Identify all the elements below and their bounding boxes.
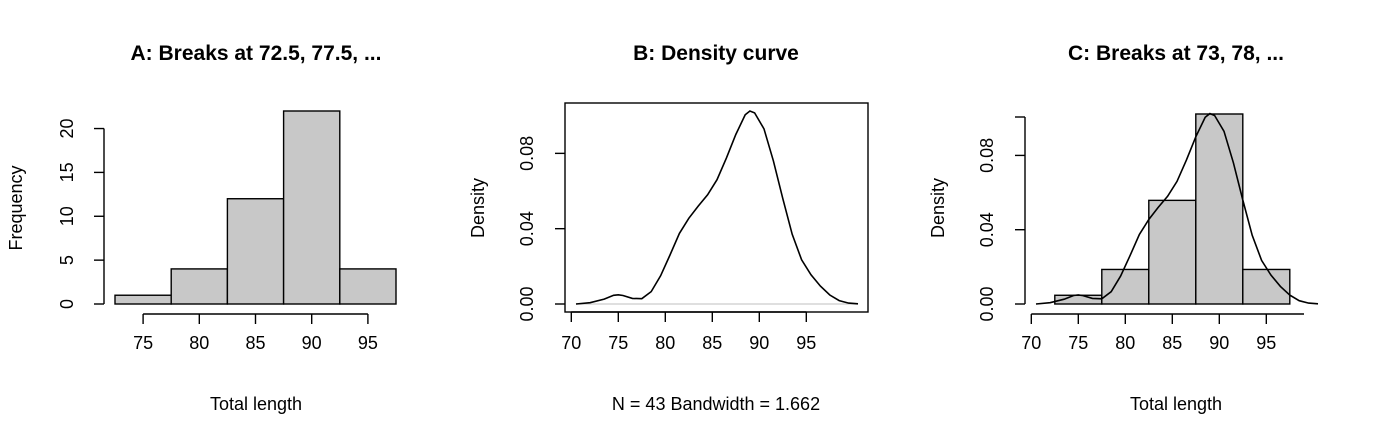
- x-tick-label: 85: [1162, 333, 1182, 353]
- x-tick-label: 70: [561, 333, 581, 353]
- histogram-bar: [1148, 199, 1197, 305]
- y-tick-label: 0.08: [517, 136, 537, 171]
- x-tick-label: 75: [133, 333, 153, 353]
- histogram-bar: [1242, 268, 1291, 305]
- panel-a-marks: 75 80 85 90 95 0 5 10 15 20: [57, 110, 397, 353]
- x-tick-label: 80: [655, 333, 675, 353]
- x-tick-label: 75: [608, 333, 628, 353]
- x-tick-label: 70: [1021, 333, 1041, 353]
- histogram-bar: [282, 110, 341, 305]
- y-tick-label: 0: [57, 299, 77, 309]
- plot-frame: [564, 102, 869, 313]
- y-tick-label: 20: [57, 119, 77, 139]
- y-tick-label: 15: [57, 162, 77, 182]
- histogram-bar: [226, 198, 285, 305]
- panel-a-xlabel: Total length: [210, 394, 302, 414]
- panel-c-title: C: Breaks at 73, 78, ...: [1068, 42, 1284, 65]
- panel-b: B: Density curve N = 43 Bandwidth = 1.66…: [468, 42, 869, 414]
- x-tick-label: 80: [1115, 333, 1135, 353]
- x-tick-label: 75: [1068, 333, 1088, 353]
- histogram-bar: [339, 268, 397, 305]
- panel-b-marks: 70 75 80 85 90 95 0.00 0.04 0.08: [517, 102, 869, 353]
- histogram-bar: [1195, 113, 1244, 305]
- y-tick-label: 0.08: [977, 138, 997, 173]
- x-tick-label: 95: [358, 333, 378, 353]
- y-tick-label: 0.04: [977, 212, 997, 247]
- panel-c-ylabel: Density: [928, 178, 948, 238]
- x-tick-label: 90: [1209, 333, 1229, 353]
- histogram-bar: [170, 268, 229, 305]
- panel-a: A: Breaks at 72.5, 77.5, ... Total lengt…: [6, 42, 397, 414]
- panel-a-ylabel: Frequency: [6, 165, 26, 250]
- density-line: [575, 110, 859, 305]
- panel-c: C: Breaks at 73, 78, ... Total length De…: [928, 42, 1319, 414]
- y-tick-label: 5: [57, 255, 77, 265]
- x-tick-label: 85: [245, 333, 265, 353]
- panel-a-title: A: Breaks at 72.5, 77.5, ...: [131, 42, 382, 65]
- panel-c-xlabel: Total length: [1130, 394, 1222, 414]
- x-tick-label: 95: [796, 333, 816, 353]
- histogram-bar: [114, 294, 172, 305]
- x-tick-label: 95: [1256, 333, 1276, 353]
- panel-b-ylabel: Density: [468, 178, 488, 238]
- panel-c-marks: 70 75 80 85 90 95 0.00 0.04 0.08: [977, 112, 1319, 353]
- panel-b-xlabel: N = 43 Bandwidth = 1.662: [612, 394, 820, 414]
- histogram-bar: [1101, 268, 1150, 305]
- y-tick-label: 10: [57, 206, 77, 226]
- y-tick-label: 0.00: [977, 286, 997, 321]
- y-tick-label: 0.04: [517, 211, 537, 246]
- x-tick-label: 90: [749, 333, 769, 353]
- y-tick-label: 0.00: [517, 286, 537, 321]
- x-tick-label: 85: [702, 333, 722, 353]
- density-line: [1035, 112, 1319, 305]
- panel-b-title: B: Density curve: [633, 42, 799, 65]
- x-tick-label: 80: [189, 333, 209, 353]
- x-tick-label: 90: [302, 333, 322, 353]
